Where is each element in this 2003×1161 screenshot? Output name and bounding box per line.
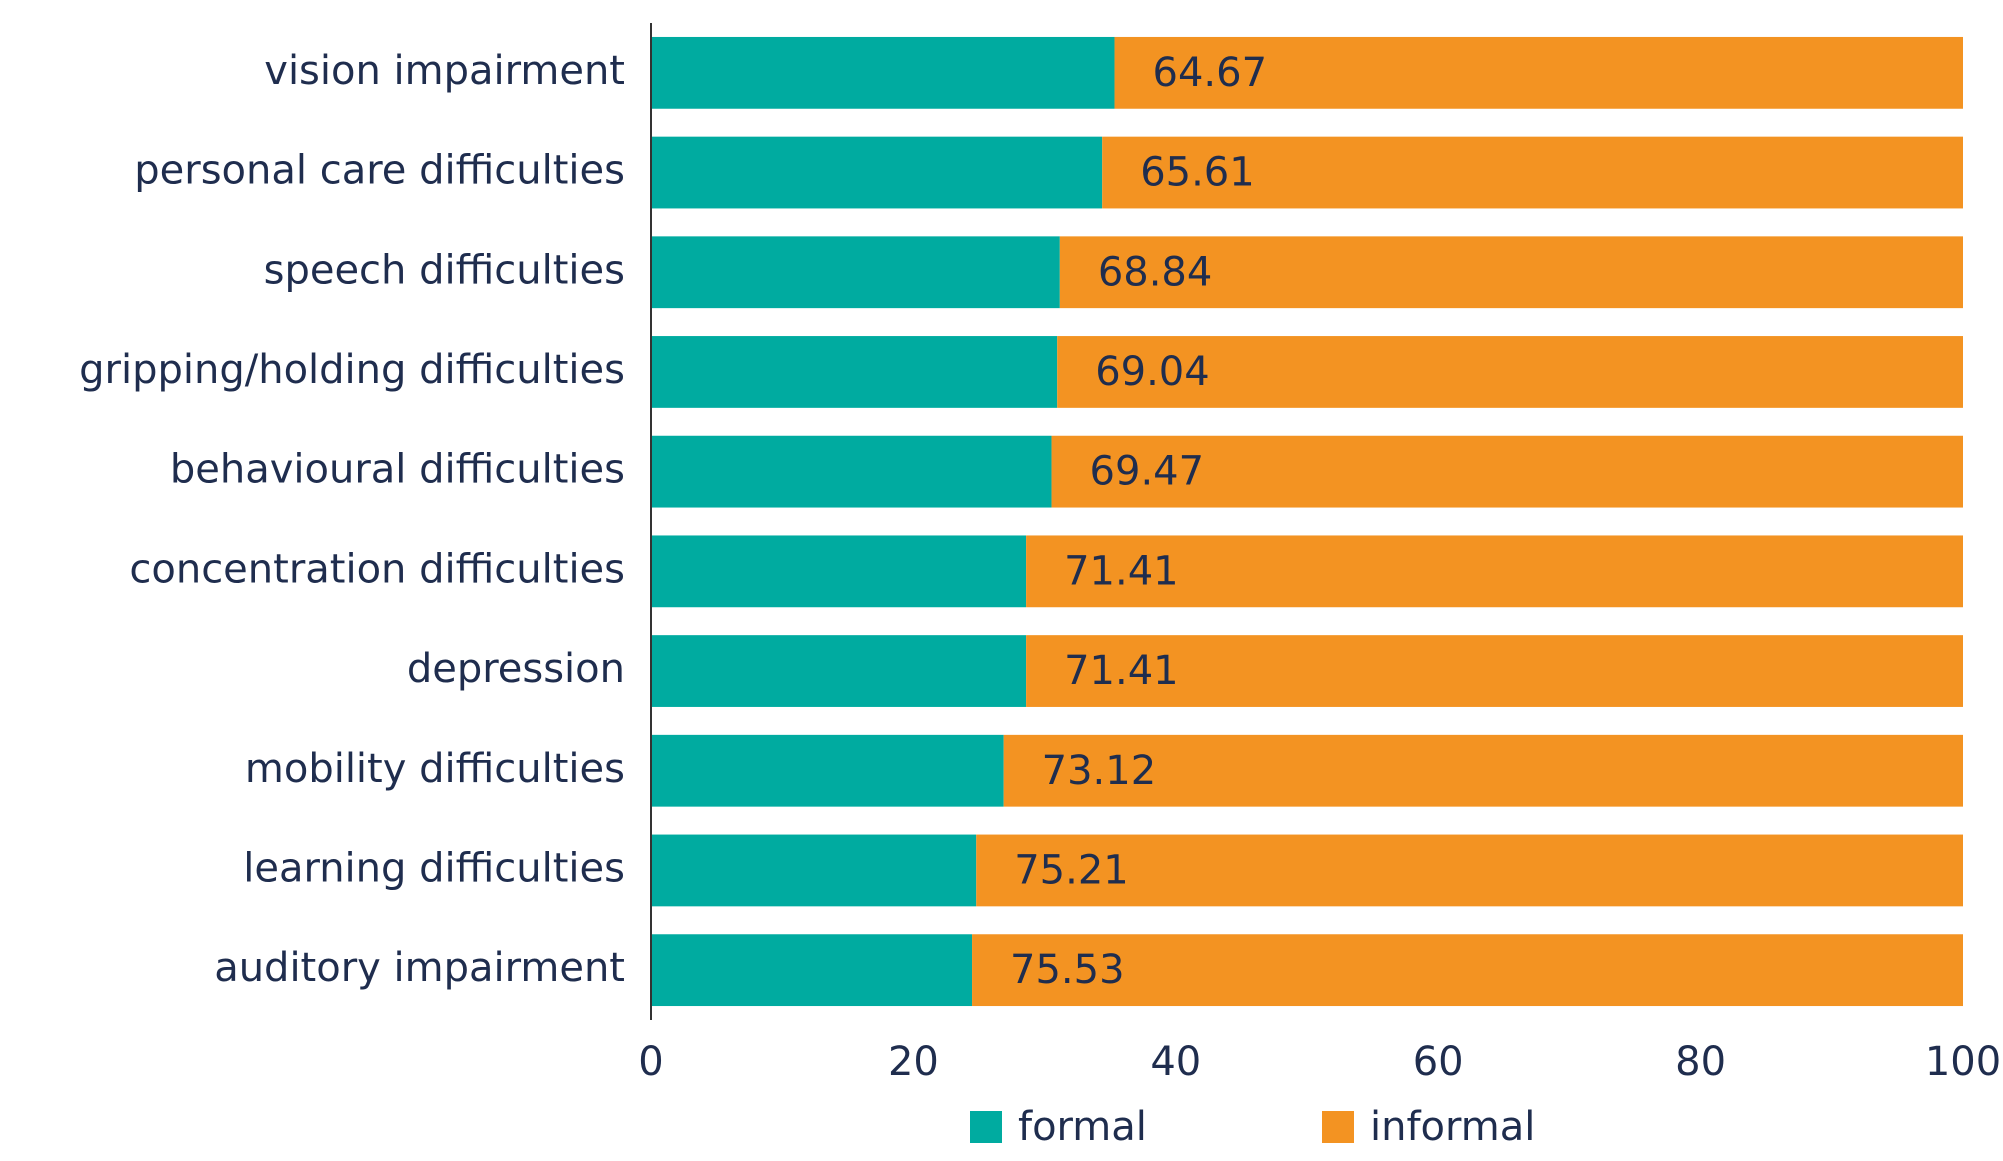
bar-segment <box>651 734 1004 807</box>
bar-segment <box>1026 535 1963 608</box>
y-tick-label: vision impairment <box>264 48 625 94</box>
x-tick-label: 40 <box>1150 1039 1201 1085</box>
value-label: 69.04 <box>1095 349 1210 395</box>
bar-segment <box>651 435 1052 508</box>
x-tick-label: 100 <box>1925 1039 2001 1085</box>
y-tick-label: auditory impairment <box>214 945 625 991</box>
x-tick-label: 80 <box>1675 1039 1726 1085</box>
x-tick-label: 0 <box>638 1039 663 1085</box>
value-label: 75.53 <box>1010 947 1125 993</box>
bar-segment <box>1057 336 1963 408</box>
value-label: 65.61 <box>1140 150 1255 196</box>
bar-segment <box>651 834 977 907</box>
bar-segment <box>1051 435 1963 508</box>
legend-label: formal <box>1018 1104 1147 1150</box>
value-label: 69.47 <box>1090 449 1205 495</box>
legend-swatch <box>1322 1111 1354 1143</box>
value-label: 71.41 <box>1064 648 1179 694</box>
x-tick-label: 20 <box>888 1039 939 1085</box>
bar-segment <box>976 834 1963 907</box>
value-label: 73.12 <box>1042 748 1157 794</box>
bar-segment <box>1114 36 1963 109</box>
bar-segment <box>651 136 1103 209</box>
bar-segment <box>651 36 1115 109</box>
y-tick-label: gripping/holding difficulties <box>79 347 625 393</box>
y-tick-label: depression <box>407 646 625 692</box>
y-tick-label: personal care difficulties <box>134 148 625 194</box>
bar-segment <box>1102 136 1963 209</box>
y-tick-label: speech difficulties <box>264 247 625 293</box>
bar-segment <box>972 934 1963 1007</box>
bar-segment <box>651 934 973 1007</box>
bar-segment <box>1059 236 1963 309</box>
bar-segment <box>651 336 1058 408</box>
x-tick-label: 60 <box>1413 1039 1464 1085</box>
bar-segment <box>651 635 1027 707</box>
y-tick-label: concentration difficulties <box>129 546 625 592</box>
bar-segment <box>1026 635 1963 707</box>
bar-segment <box>651 535 1027 608</box>
value-label: 64.67 <box>1153 50 1268 96</box>
y-tick-label: learning difficulties <box>243 845 625 891</box>
y-tick-label: behavioural difficulties <box>170 447 625 493</box>
value-label: 68.84 <box>1098 249 1213 295</box>
legend-label: informal <box>1370 1104 1535 1150</box>
value-label: 75.21 <box>1014 847 1129 893</box>
bar-segment <box>1003 734 1963 807</box>
value-label: 71.41 <box>1064 548 1179 594</box>
bar-segment <box>651 236 1060 309</box>
y-tick-label: mobility difficulties <box>245 746 625 792</box>
legend-swatch <box>970 1111 1002 1143</box>
